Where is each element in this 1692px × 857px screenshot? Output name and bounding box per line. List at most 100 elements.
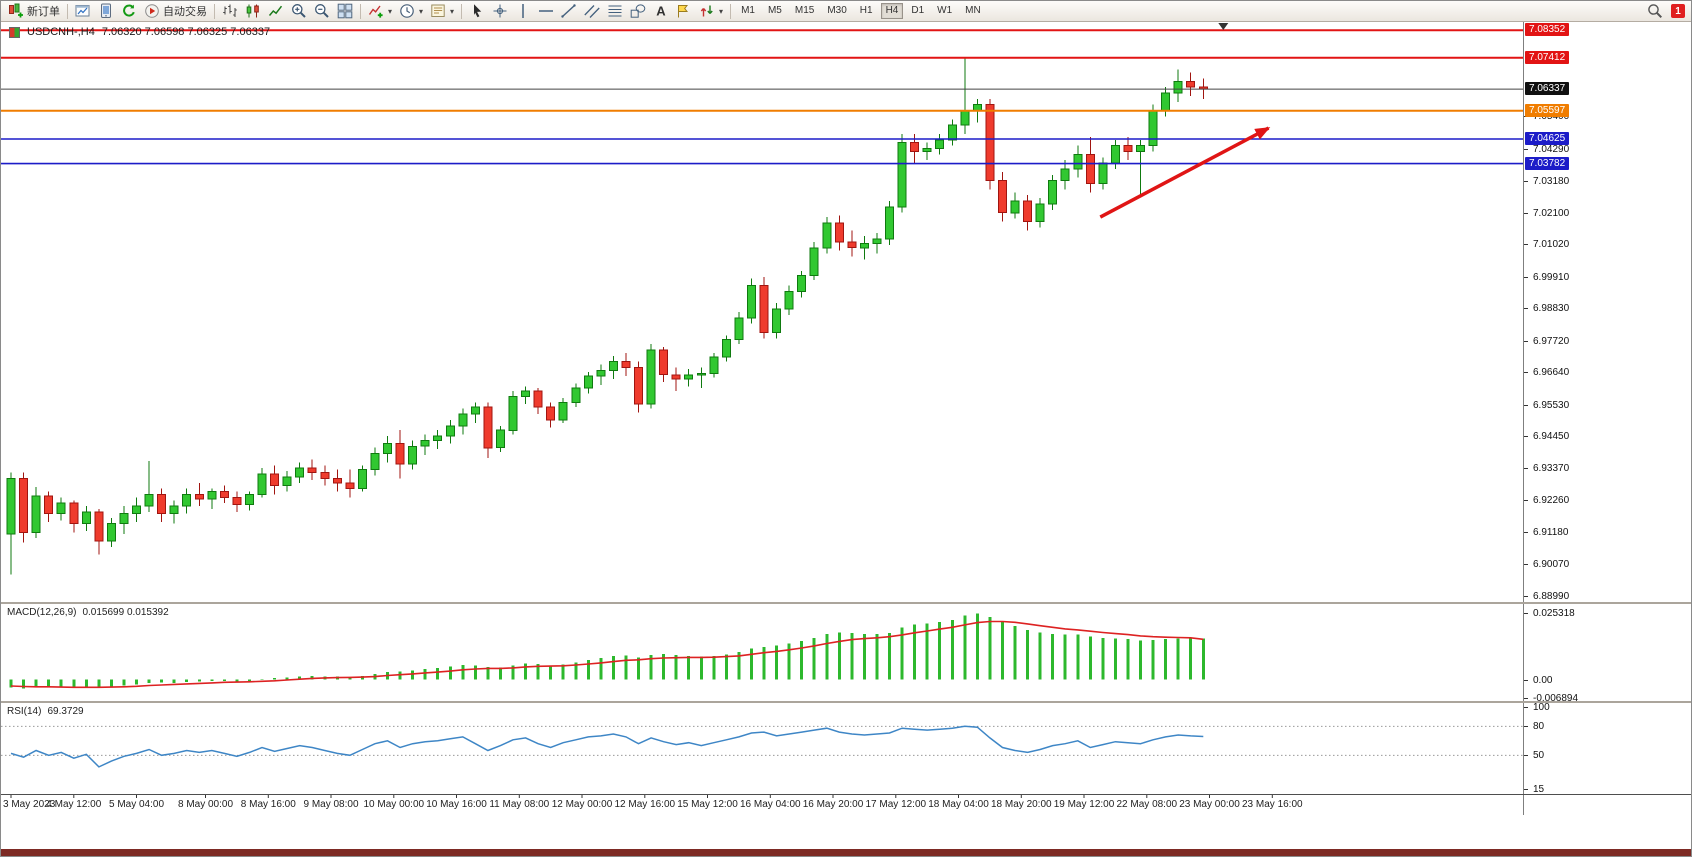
charts-button[interactable] xyxy=(72,2,94,21)
panel-separator-rsi[interactable] xyxy=(1,701,1691,703)
market-watch-button[interactable] xyxy=(95,2,117,21)
chart-ohlc-values: 7.06320 7.06598 7.06325 7.06337 xyxy=(101,26,271,38)
caret-down-icon: ▾ xyxy=(450,6,455,16)
timeframe-mn[interactable]: MN xyxy=(965,5,981,16)
crosshair-button[interactable] xyxy=(489,2,511,21)
bottom-strip xyxy=(1,849,1691,856)
toolbar-separator xyxy=(67,3,68,19)
price-tick-mark xyxy=(1524,276,1528,278)
cursor-button[interactable] xyxy=(466,2,488,21)
price-tick: 6.95530 xyxy=(1533,399,1570,411)
fibonacci-button[interactable] xyxy=(604,2,626,21)
templates-button[interactable]: ▾ xyxy=(427,2,457,21)
rsi-tick: 80 xyxy=(1533,721,1545,733)
price-tick-mark xyxy=(1524,308,1528,310)
candles-chart-button[interactable] xyxy=(242,2,264,21)
new-order-icon xyxy=(9,3,23,18)
price-level-tag: 7.07412 xyxy=(1525,50,1570,64)
price-tick: 6.96640 xyxy=(1533,367,1570,379)
cursor-icon xyxy=(474,4,482,18)
search-button[interactable] xyxy=(1644,2,1666,21)
text-button[interactable]: A xyxy=(650,2,672,21)
channel-button[interactable] xyxy=(581,2,603,21)
time-label: 17 May 12:00 xyxy=(865,799,927,810)
tile-windows-icon xyxy=(337,3,353,19)
macd-tick: 0.00 xyxy=(1533,674,1553,686)
indicators-button[interactable]: ▾ xyxy=(365,2,395,21)
autotrade-button[interactable]: 自动交易 xyxy=(141,2,210,21)
text-icon: A xyxy=(656,4,666,19)
price-tick-mark xyxy=(1524,404,1528,406)
macd-name: MACD(12,26,9) xyxy=(7,607,77,618)
periods-button[interactable]: ▾ xyxy=(396,2,426,21)
shift-marker[interactable] xyxy=(1218,23,1229,30)
alert-badge[interactable]: 1 xyxy=(1671,4,1685,18)
rsi-tick-mark xyxy=(1524,726,1528,728)
price-tick-mark xyxy=(1524,372,1528,374)
price-tick: 7.05400 xyxy=(1533,111,1570,123)
bars-chart-button[interactable] xyxy=(219,2,241,21)
time-label: 16 May 04:00 xyxy=(739,799,801,810)
price-tick-mark xyxy=(1524,500,1528,501)
autotrade-icon xyxy=(145,4,159,18)
text-label-button[interactable] xyxy=(673,2,695,21)
timeframe-m30[interactable]: M30 xyxy=(827,5,847,16)
vertical-line-icon xyxy=(522,4,524,18)
zoom-in-icon xyxy=(292,4,306,18)
timeframe-h4[interactable]: H4 xyxy=(880,3,904,19)
market-watch-icon xyxy=(101,3,111,18)
timeframe-w1[interactable]: W1 xyxy=(937,5,953,16)
panel-separator-macd[interactable] xyxy=(1,602,1691,604)
rsi-tick-mark xyxy=(1524,789,1528,791)
price-tick-mark xyxy=(1524,181,1528,183)
rsi-value: 69.3729 xyxy=(47,706,84,717)
candles-chart-icon xyxy=(246,4,259,18)
time-label: 23 May 00:00 xyxy=(1179,799,1240,810)
shapes-button[interactable] xyxy=(627,2,649,21)
price-tick-mark xyxy=(1524,531,1528,533)
time-label: 12 May 16:00 xyxy=(614,799,676,810)
trend-arrow[interactable] xyxy=(1099,126,1271,219)
price-tick: 7.02100 xyxy=(1533,207,1570,219)
refresh-button[interactable] xyxy=(118,2,140,21)
zoom-out-button[interactable] xyxy=(311,2,333,21)
toolbar-separator xyxy=(214,3,215,19)
price-tick: 6.99910 xyxy=(1533,271,1570,283)
time-axis[interactable]: 3 May 2023 4 May 12:00 5 May 04:00 8 May 00… xyxy=(1,799,1523,812)
timeframe-m1[interactable]: M1 xyxy=(741,5,755,16)
line-chart-button[interactable] xyxy=(265,2,287,21)
horizontal-line-button[interactable] xyxy=(535,2,557,21)
arrows-button[interactable]: ▾ xyxy=(696,2,726,21)
zoom-in-button[interactable] xyxy=(288,2,310,21)
time-label: 9 May 08:00 xyxy=(303,799,359,810)
price-axis[interactable]: 7.05400 7.04290 7.03180 7.02100 7.01020 6.999… xyxy=(1523,21,1691,815)
price-tick-mark xyxy=(1524,212,1528,214)
trendline-icon xyxy=(561,4,576,18)
price-tick: 6.91180 xyxy=(1533,526,1569,538)
chart-title: USDCNH-,H4 7.06320 7.06598 7.06325 7.063… xyxy=(9,26,270,38)
new-order-button[interactable]: 新订单 xyxy=(5,2,63,21)
price-tick: 6.97720 xyxy=(1533,335,1570,347)
fibonacci-icon xyxy=(608,5,622,17)
time-label: 18 May 20:00 xyxy=(990,799,1052,810)
macd-values: 0.015699 0.015392 xyxy=(82,607,169,618)
vertical-line-button[interactable] xyxy=(512,2,534,21)
tile-windows-button[interactable] xyxy=(334,2,356,21)
time-label: 22 May 08:00 xyxy=(1116,799,1178,810)
horizontal-line-icon xyxy=(539,10,554,12)
timeframe-h1[interactable]: H1 xyxy=(859,5,873,16)
level-lines-layer[interactable] xyxy=(1,29,1523,165)
timeframe-m15[interactable]: M15 xyxy=(794,5,815,16)
time-label: 3 May 2023 xyxy=(3,799,56,810)
price-tick: 6.94450 xyxy=(1533,431,1570,443)
zoom-out-icon xyxy=(315,4,329,18)
timeframe-m5[interactable]: M5 xyxy=(767,5,782,16)
price-tick-mark xyxy=(1524,340,1528,342)
timeframe-d1[interactable]: D1 xyxy=(911,5,925,16)
macd-tick: -0.006894 xyxy=(1533,692,1579,704)
price-tick-mark xyxy=(1524,436,1528,438)
time-label: 19 May 12:00 xyxy=(1053,799,1115,810)
channel-icon xyxy=(584,5,600,18)
chart-plot-svg[interactable] xyxy=(1,21,1523,815)
trendline-button[interactable] xyxy=(558,2,580,21)
